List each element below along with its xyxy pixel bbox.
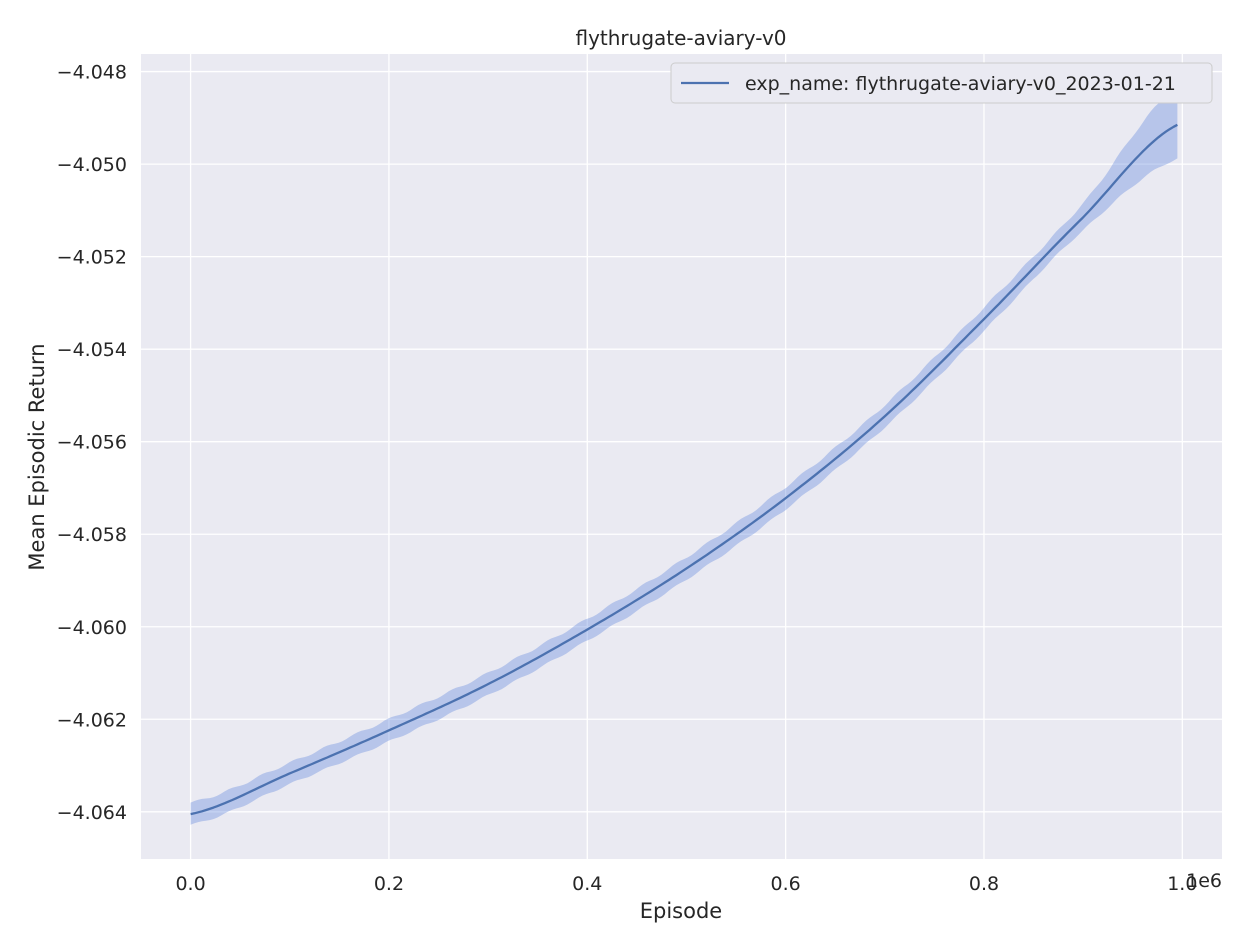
chart-title: flythrugate-aviary-v0 [575,26,786,50]
y-tick-label: −4.054 [57,339,127,361]
legend-box [670,62,1213,104]
x-tick-labels: 0.0 0.2 0.4 0.6 0.8 1.0 [175,873,1197,895]
x-tick-label: 0.2 [374,873,404,895]
y-tick-label: −4.062 [57,709,127,731]
y-tick-label: −4.052 [57,247,127,269]
y-tick-label: −4.048 [57,62,127,84]
series-line [190,123,1178,816]
y-tick-label: −4.064 [57,802,127,824]
legend: exp_name: flythrugate-aviary-v0_2023-01-… [670,62,1213,104]
y-tick-label: −4.058 [57,524,127,546]
x-tick-label: 0.0 [175,873,205,895]
x-tick-label: 1.0 [1167,873,1197,895]
grid-lines [141,54,1222,859]
y-tick-labels: −4.064 −4.062 −4.060 −4.058 −4.056 −4.054 −4.0… [57,62,127,824]
plot-area [141,54,1222,859]
x-tick-label: 0.8 [969,873,999,895]
x-tick-label: 0.4 [572,873,602,895]
x-axis-label: Episode [640,899,722,923]
legend-entry-label: exp_name: flythrugate-aviary-v0_2023-01-… [745,73,1176,95]
x-tick-label: 0.6 [771,873,801,895]
y-tick-label: −4.050 [57,154,127,176]
y-axis-label: Mean Episodic Return [25,343,49,570]
x-axis-offset-label: 1e6 [1186,870,1222,892]
y-tick-label: −4.060 [57,617,127,639]
series-lines [190,123,1178,816]
y-tick-label: −4.056 [57,432,127,454]
